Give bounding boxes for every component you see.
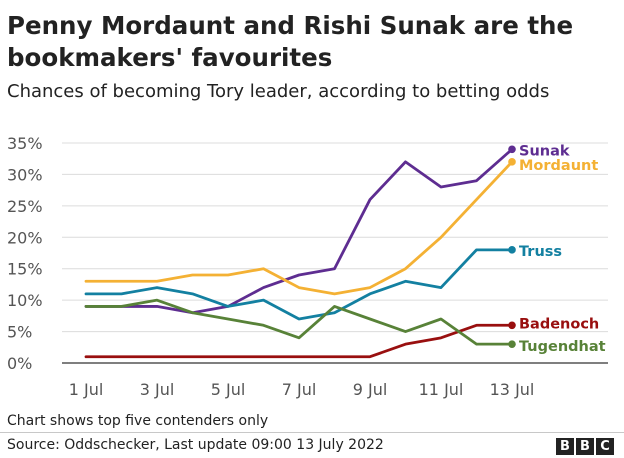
series-label-mordaunt: Mordaunt (519, 158, 598, 174)
x-axis-ticks: 1 Jul 3 Jul 5 Jul 7 Jul 9 Jul 11 Jul 13 Jul (69, 380, 535, 399)
chart-note: Chart shows top five contenders only (7, 413, 269, 429)
y-tick-label: 30% (7, 165, 43, 184)
y-tick-label: 25% (7, 197, 43, 216)
series-end-dot (508, 246, 516, 254)
series-line-badenoch (84, 323, 514, 359)
x-tick-label: 1 Jul (69, 380, 104, 399)
x-tick-label: 13 Jul (490, 380, 535, 399)
logo-letter: B (556, 438, 574, 455)
x-tick-label: 3 Jul (140, 380, 175, 399)
series-line-sunak (84, 147, 514, 315)
x-tick-label: 7 Jul (282, 380, 317, 399)
x-tick-label: 9 Jul (353, 380, 388, 399)
y-axis-ticks: 0% 5% 10% 15% 20% 25% 30% 35% (7, 134, 43, 373)
line-chart: 0% 5% 10% 15% 20% 25% 30% 35% 1 Jul 3 Jul 5 Jul 7 … (7, 134, 608, 399)
y-tick-label: 20% (7, 228, 43, 247)
series-label-truss: Truss (519, 244, 562, 260)
chart-title: Penny Mordaunt and Rishi Sunak are the b… (7, 11, 574, 72)
source-text: Source: Oddschecker, Last update 09:00 1… (7, 437, 384, 453)
series-end-dot (508, 145, 516, 154)
bbc-logo: B B C (556, 438, 614, 455)
series-label-tugendhat: Tugendhat (519, 339, 606, 355)
series-lines (84, 145, 516, 359)
series-end-dot (508, 158, 516, 166)
logo-letter: B (576, 438, 594, 455)
series-end-dot (508, 321, 516, 330)
series-label-sunak: Sunak (519, 143, 570, 159)
y-tick-label: 15% (7, 260, 43, 279)
footer: Source: Oddschecker, Last update 09:00 1… (0, 432, 624, 458)
series-line-tugendhat (84, 298, 514, 346)
series-line-truss (84, 248, 514, 321)
logo-letter: C (596, 438, 614, 455)
y-tick-label: 0% (7, 354, 32, 373)
series-label-badenoch: Badenoch (519, 316, 599, 332)
chart-subtitle: Chances of becoming Tory leader, accordi… (7, 81, 550, 102)
y-tick-label: 10% (7, 291, 43, 310)
series-end-dot (508, 340, 516, 348)
x-tick-label: 11 Jul (419, 380, 464, 399)
y-tick-label: 35% (7, 134, 43, 153)
y-tick-label: 5% (7, 323, 32, 342)
series-line-mordaunt (84, 160, 514, 296)
x-tick-label: 5 Jul (211, 380, 246, 399)
